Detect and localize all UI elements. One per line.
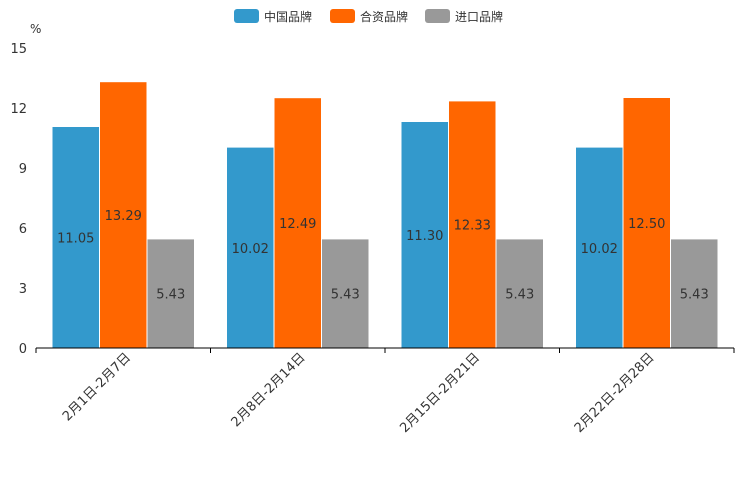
data-label-1-2: 10.02 — [232, 242, 269, 257]
legend-swatch-1 — [234, 9, 259, 23]
data-label-2-4: 12.50 — [628, 217, 665, 232]
bar-3-4 — [671, 239, 718, 348]
legend-swatch-2 — [330, 9, 355, 23]
x-tick-label-3: 2月15日-2月21日 — [397, 350, 483, 436]
data-label-1-1: 11.05 — [57, 232, 94, 247]
legend: 中国品牌 合资品牌 进口品牌 — [234, 9, 503, 24]
y-tick-label-3: 3 — [19, 282, 27, 297]
x-tick-label-4: 2月22日-2月28日 — [572, 350, 658, 436]
bar-3-3 — [496, 239, 543, 348]
legend-label-2: 合资品牌 — [360, 9, 408, 24]
y-tick-label-9: 9 — [19, 162, 27, 177]
bar-2-1 — [100, 82, 147, 348]
data-label-3-2: 5.43 — [331, 288, 360, 303]
bar-2-2 — [274, 98, 321, 348]
data-label-2-3: 12.33 — [454, 219, 491, 234]
bar-3-1 — [147, 239, 194, 348]
bar-3-2 — [322, 239, 369, 348]
x-axis: 2月1日-2月7日 2月8日-2月14日 2月15日-2月21日 2月22日-2月28… — [35, 347, 735, 436]
y-axis: 0 3 6 9 12 15 — [10, 42, 27, 357]
x-tick-label-2: 2月8日-2月14日 — [229, 350, 309, 430]
data-label-2-2: 12.49 — [279, 217, 316, 232]
bar-2-3 — [449, 101, 496, 349]
legend-label-1: 中国品牌 — [264, 9, 312, 24]
y-tick-label-15: 15 — [10, 42, 27, 57]
data-label-1-3: 11.30 — [406, 229, 443, 244]
bar-1-1 — [52, 127, 99, 348]
bar-2-4 — [623, 98, 670, 348]
bar-1-2 — [227, 147, 274, 348]
data-label-1-4: 10.02 — [581, 242, 618, 257]
bar-1-3 — [401, 122, 448, 348]
bar-1-4 — [576, 147, 623, 348]
y-tick-label-6: 6 — [19, 222, 27, 237]
y-axis-unit-label: % — [30, 22, 41, 36]
bars: 11.05 13.29 5.43 10.02 12.49 5.43 11.30 12.33 5.… — [52, 82, 718, 349]
legend-label-3: 进口品牌 — [455, 10, 503, 24]
y-tick-label-0: 0 — [19, 342, 27, 357]
data-label-3-4: 5.43 — [680, 288, 709, 303]
x-tick-label-1: 2月1日-2月7日 — [60, 350, 134, 424]
data-label-3-3: 5.43 — [505, 288, 534, 303]
legend-swatch-3 — [425, 9, 450, 23]
y-tick-label-12: 12 — [10, 102, 27, 117]
data-label-3-1: 5.43 — [156, 288, 185, 303]
data-label-2-1: 13.29 — [105, 209, 142, 224]
